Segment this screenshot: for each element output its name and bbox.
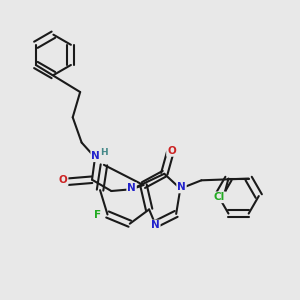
Text: O: O xyxy=(59,175,68,185)
Text: Cl: Cl xyxy=(214,192,225,202)
Text: H: H xyxy=(100,148,108,157)
Text: O: O xyxy=(167,146,176,156)
Text: N: N xyxy=(91,151,100,161)
Text: N: N xyxy=(127,183,136,193)
Text: F: F xyxy=(94,210,101,220)
Text: N: N xyxy=(177,182,186,193)
Text: N: N xyxy=(151,220,160,230)
